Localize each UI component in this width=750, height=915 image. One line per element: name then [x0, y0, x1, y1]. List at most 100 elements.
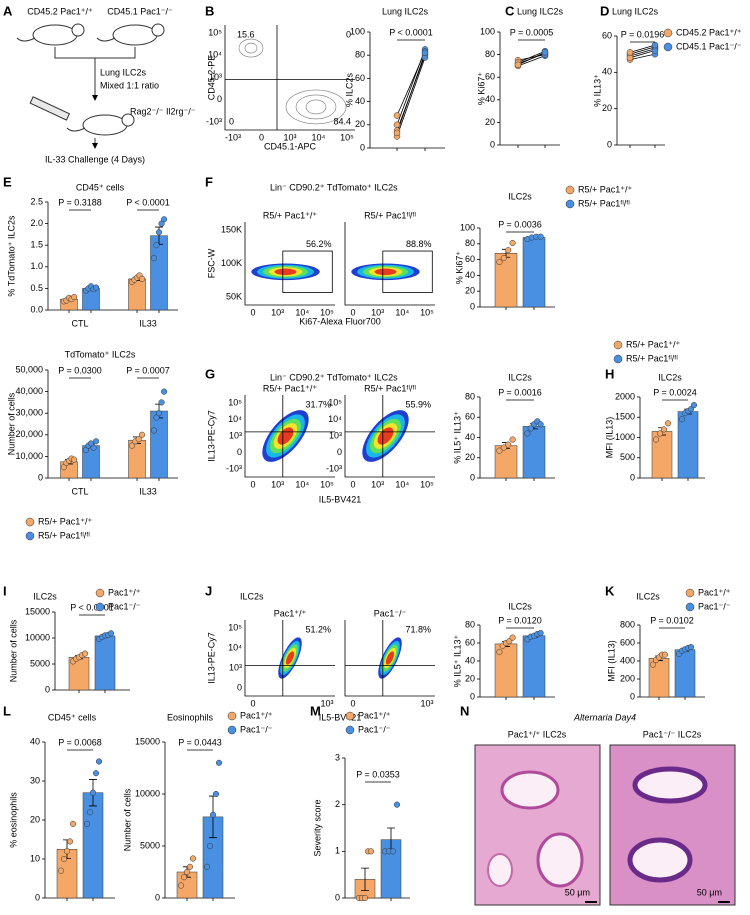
flow-x-label: CD45.1-APC: [264, 141, 317, 151]
point: [150, 255, 157, 262]
y-axis-label: % eosinophils: [8, 792, 18, 848]
point: [652, 436, 660, 443]
flow-y-label: IL13-PE-Cy7: [206, 632, 216, 684]
point: [661, 651, 669, 658]
y-tick-label: 0: [490, 139, 495, 149]
panel-letter: F: [205, 174, 213, 189]
pair-line: [629, 46, 656, 55]
y-tick-label: 20: [602, 103, 612, 113]
y-tick-label: 0: [607, 139, 612, 149]
y-axis-label: % Ki67⁺: [454, 251, 464, 285]
flow-plot-title: R5/+ Pac1ᶠˡ/ᶠˡ: [364, 383, 416, 393]
diagram-label: CD45.2 Pac1⁺/⁺: [27, 6, 93, 16]
legend-label: Pac1⁺/⁺: [108, 587, 141, 597]
panel-letter: A: [3, 3, 13, 18]
point: [206, 842, 214, 850]
legend-marker: [227, 711, 237, 721]
y-tick-label: 80: [465, 238, 475, 248]
point: [66, 838, 74, 845]
p-value: P < 0.0001: [126, 197, 170, 207]
y-axis-label: Number of cells: [8, 619, 18, 682]
point: [93, 438, 100, 445]
y-axis-label: Severity score: [312, 799, 322, 856]
legend-marker: [25, 531, 35, 541]
density: [385, 651, 395, 665]
y-tick-label: 40: [30, 736, 40, 746]
flow-axes: [244, 395, 335, 478]
point: [496, 648, 503, 656]
y-tick-label: 0: [38, 472, 43, 482]
gate-label: 15.6: [237, 29, 255, 39]
panel-letter: J: [205, 583, 212, 598]
p-value: P = 0.0102: [650, 615, 694, 625]
point: [93, 284, 100, 291]
y-tick-label: 1500: [615, 412, 635, 422]
panel-letter: E: [3, 174, 12, 189]
flow-y-tick: 10⁵: [328, 397, 342, 407]
legend-marker: [227, 725, 237, 735]
point: [139, 431, 146, 438]
y-tick-label: 0: [630, 691, 635, 701]
chart-title: Lung ILC2s: [612, 6, 659, 16]
gate-label: 84.4: [333, 116, 351, 126]
y-tick-label: 40: [602, 67, 612, 77]
y-tick-label: 400: [620, 655, 635, 665]
point: [158, 399, 165, 406]
y-tick-label: 20: [465, 673, 475, 683]
flow-plot-title: R5/+ Pac1⁺/⁺: [263, 210, 318, 220]
legend-marker: [565, 185, 575, 195]
pair-line: [517, 54, 546, 61]
panel-letter: K: [605, 583, 615, 598]
gate-label: 31.7%: [305, 399, 331, 409]
chart-title: ILC2s: [636, 591, 660, 601]
flow-x-tick: 10⁴: [395, 307, 409, 317]
diagram-label: IL-33 Challenge (4 Days): [45, 154, 145, 164]
y-tick-label: 5000: [140, 840, 160, 850]
legend-label: Pac1⁺/⁺: [240, 710, 273, 720]
y-axis-label: Number of cells: [6, 392, 16, 455]
legend-marker: [345, 725, 355, 735]
point: [71, 293, 78, 301]
flow-x-tick: 10⁴: [295, 307, 309, 317]
x-tick-label: IL33: [139, 486, 157, 496]
pair-line: [629, 44, 656, 53]
legend-marker: [663, 42, 673, 52]
gate-label: 88.8%: [406, 239, 432, 249]
flow-axes: [344, 620, 435, 697]
flow-plot-title: Pac1⁺/⁺: [274, 608, 307, 618]
flow-x-tick: 10³: [320, 698, 333, 708]
point: [500, 444, 507, 451]
y-tick-label: 20: [30, 814, 40, 824]
flow-y-tick: 0: [237, 682, 242, 692]
flow-x-tick: 10³: [371, 479, 384, 489]
pair-line: [396, 51, 426, 116]
point: [63, 848, 71, 855]
chart-title: ILC2s: [33, 591, 57, 601]
legend-marker: [663, 28, 673, 38]
flow-y-tick: 10³: [209, 72, 222, 82]
y-tick-label: 40: [465, 270, 475, 280]
pair-line: [629, 50, 656, 59]
point: [393, 112, 401, 119]
y-axis-label: % IL13⁺: [592, 74, 602, 107]
legend-label: CD45.2 Pac1⁺/⁺: [676, 27, 742, 37]
point: [57, 867, 65, 874]
scale-bar-label: 50 μm: [565, 887, 590, 897]
y-tick-label: 40: [465, 432, 475, 442]
y-tick-label: 10000: [135, 788, 160, 798]
y-tick-label: 100: [350, 26, 365, 36]
point: [367, 848, 375, 855]
flow-title: Lin⁻ CD90.2⁺ TdTomato⁺ ILC2s: [270, 182, 398, 192]
y-tick-label: 0: [470, 691, 475, 701]
legend-label: R5/+ Pac1⁺/⁺: [626, 339, 681, 349]
y-axis-label: % TdTomato⁺ ILC2s: [6, 215, 16, 297]
flow-y-tick: 10⁵: [228, 622, 242, 632]
panel-letter: G: [205, 366, 215, 381]
flow-axes: [344, 395, 435, 478]
y-axis-label: Number of cells: [122, 788, 132, 851]
y-tick-label: 60: [602, 30, 612, 40]
y-tick-label: 3: [335, 752, 340, 762]
p-value: P = 0.0068: [58, 737, 102, 747]
